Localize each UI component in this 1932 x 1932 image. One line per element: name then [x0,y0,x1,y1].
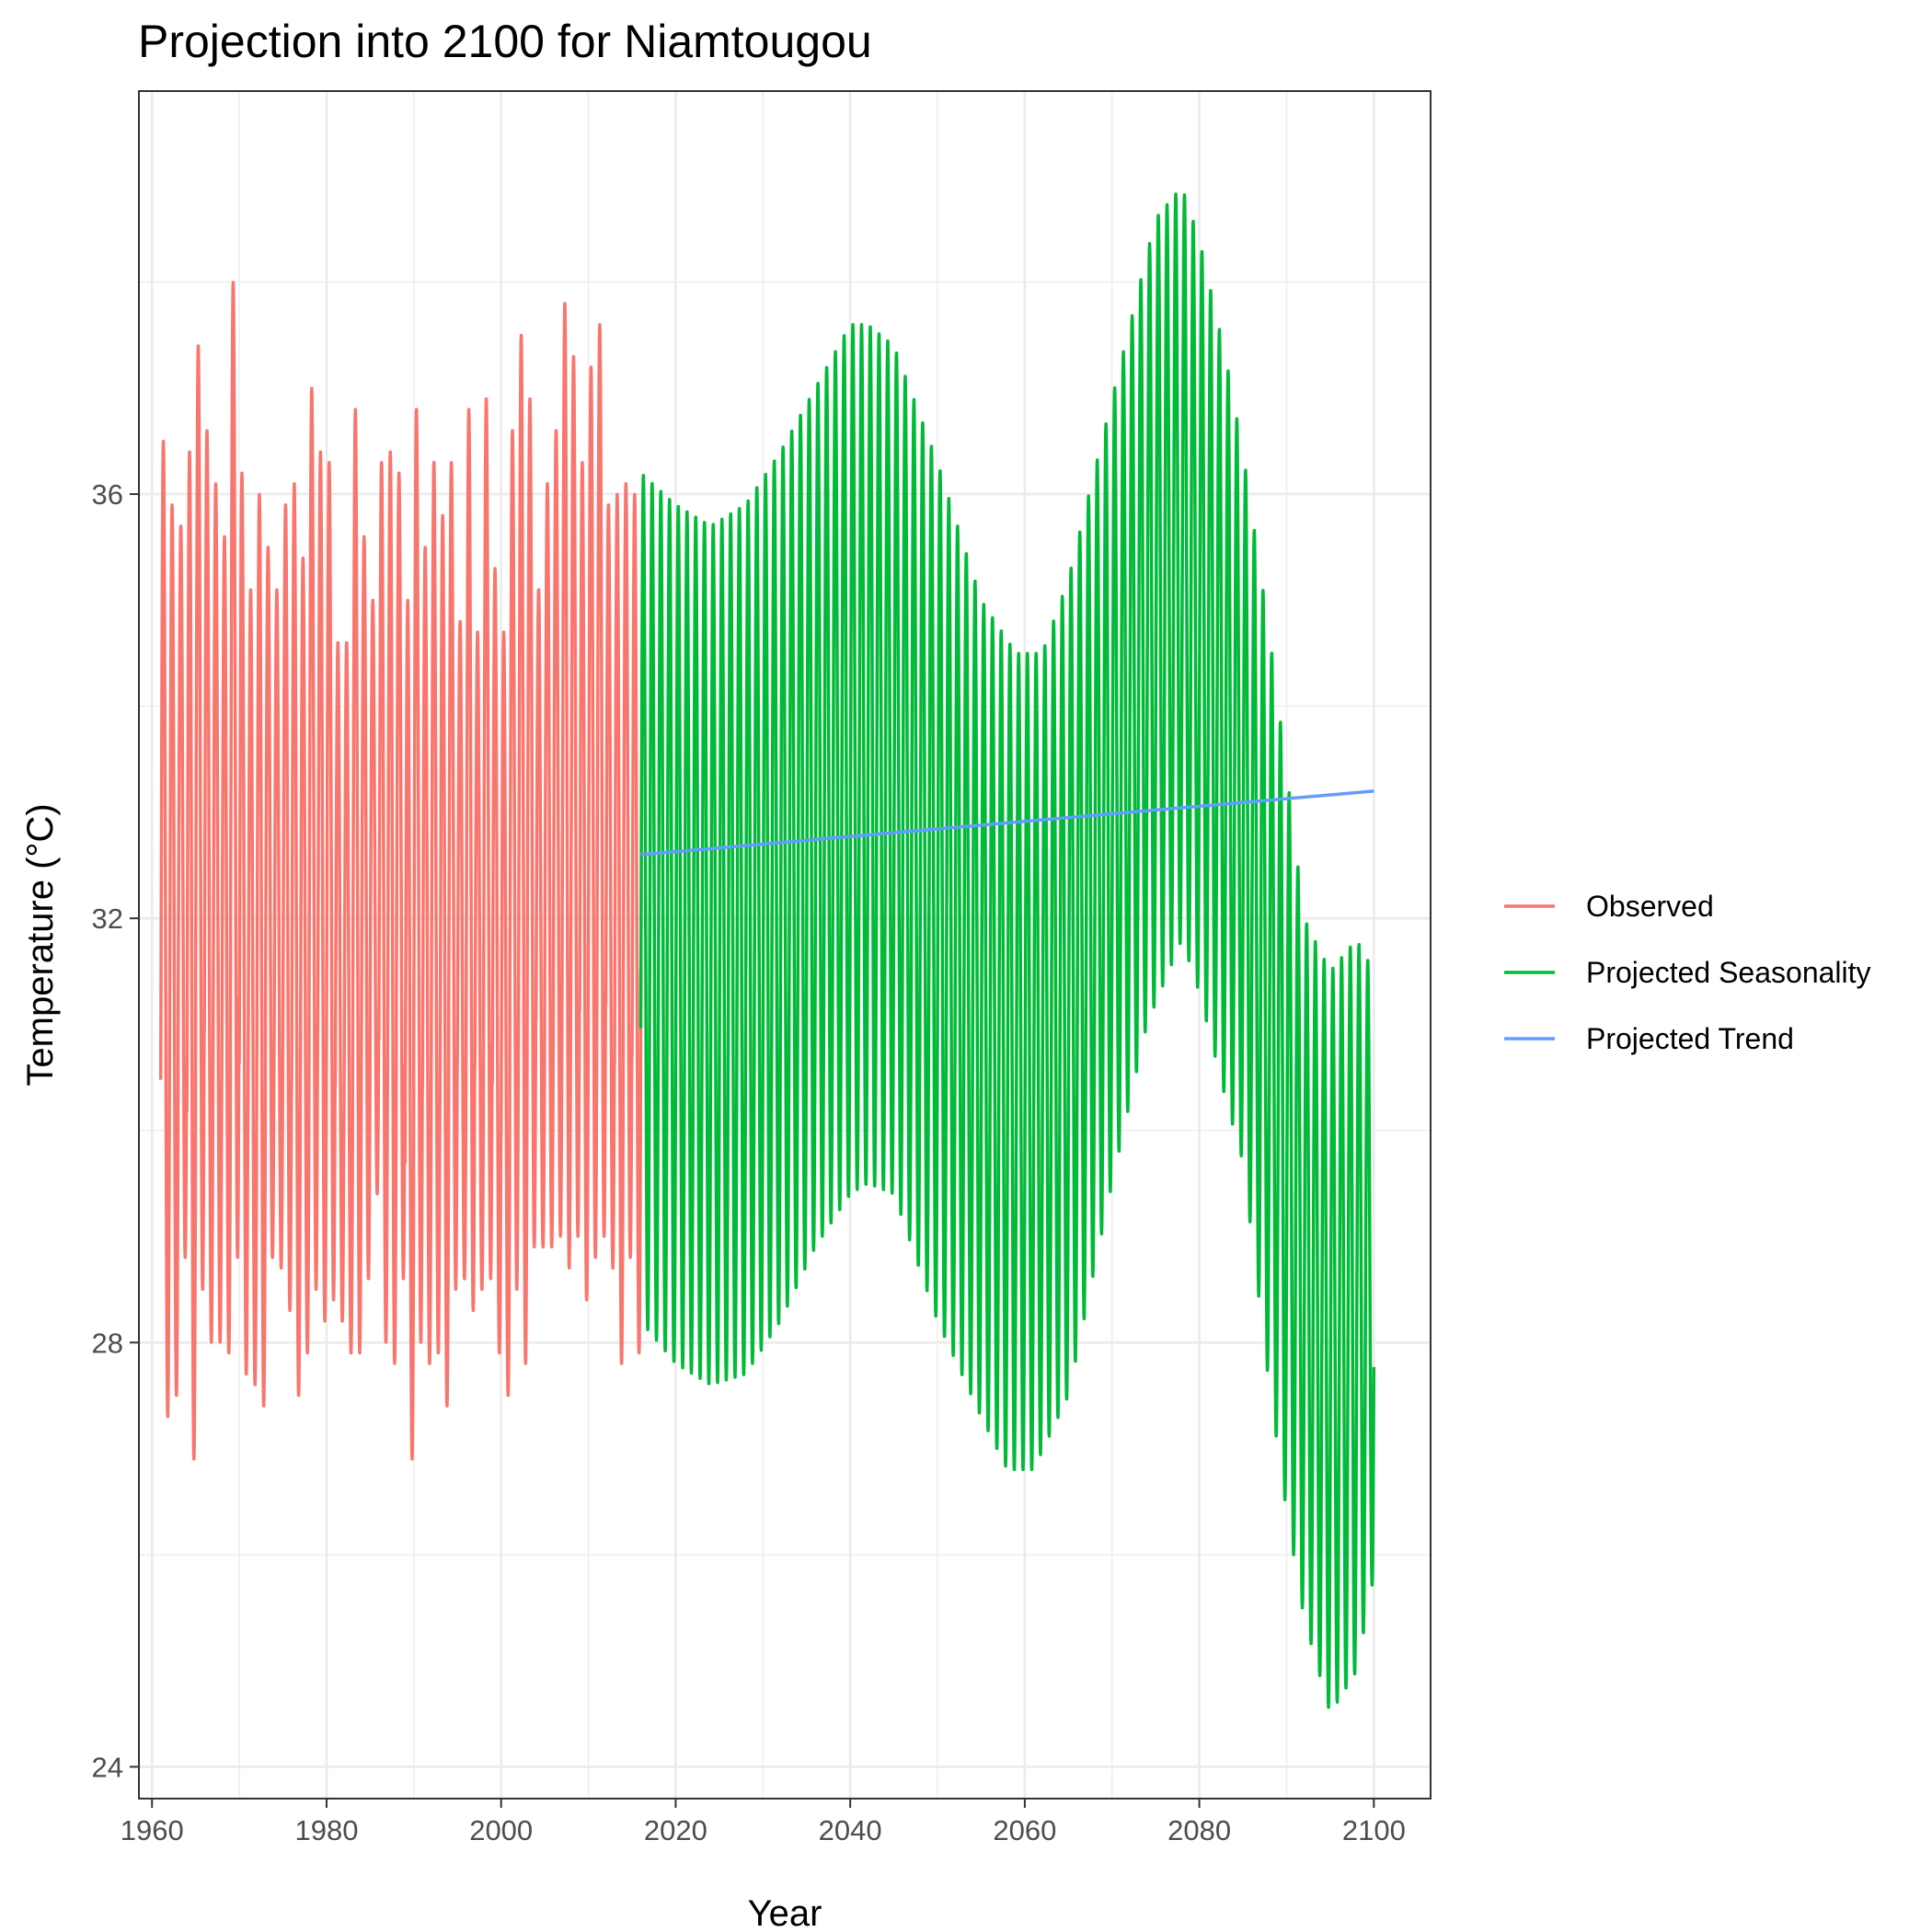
x-tick-label: 2000 [469,1814,533,1846]
x-tick-label: 1980 [294,1814,358,1846]
y-axis-title: Temperature (°C) [20,803,61,1086]
y-tick-label: 32 [92,903,123,935]
x-tick-label: 2080 [1167,1814,1231,1846]
x-axis-title: Year [748,1893,822,1932]
x-tick-label: 2100 [1342,1814,1406,1846]
y-tick-label: 28 [92,1327,123,1359]
legend-label-1: Observed [1586,890,1714,923]
legend-label-2: Projected Seasonality [1586,956,1871,989]
x-tick-label: 2020 [644,1814,707,1846]
series-projected-trend-line [640,789,1374,857]
x-tick-label: 1960 [121,1814,184,1846]
y-axis: 24 28 32 36 [92,478,139,1783]
y-tick-label: 24 [92,1751,123,1783]
series-layer [158,192,1376,1709]
plot-border [138,90,1432,1800]
x-tick-label: 2060 [993,1814,1056,1846]
y-tick-label: 36 [92,478,123,511]
legend: Observed Projected Seasonality Projected T… [1504,890,1871,1055]
series-observed-line [158,281,643,1461]
x-tick-label: 2040 [819,1814,882,1846]
x-axis: 1960 1980 2000 2020 2040 2060 2080 2100 [121,1799,1406,1846]
legend-label-3: Projected Trend [1586,1022,1794,1055]
series-projected-seasonality-line [638,192,1376,1709]
chart-title: Projection into 2100 for Niamtougou [138,16,872,67]
